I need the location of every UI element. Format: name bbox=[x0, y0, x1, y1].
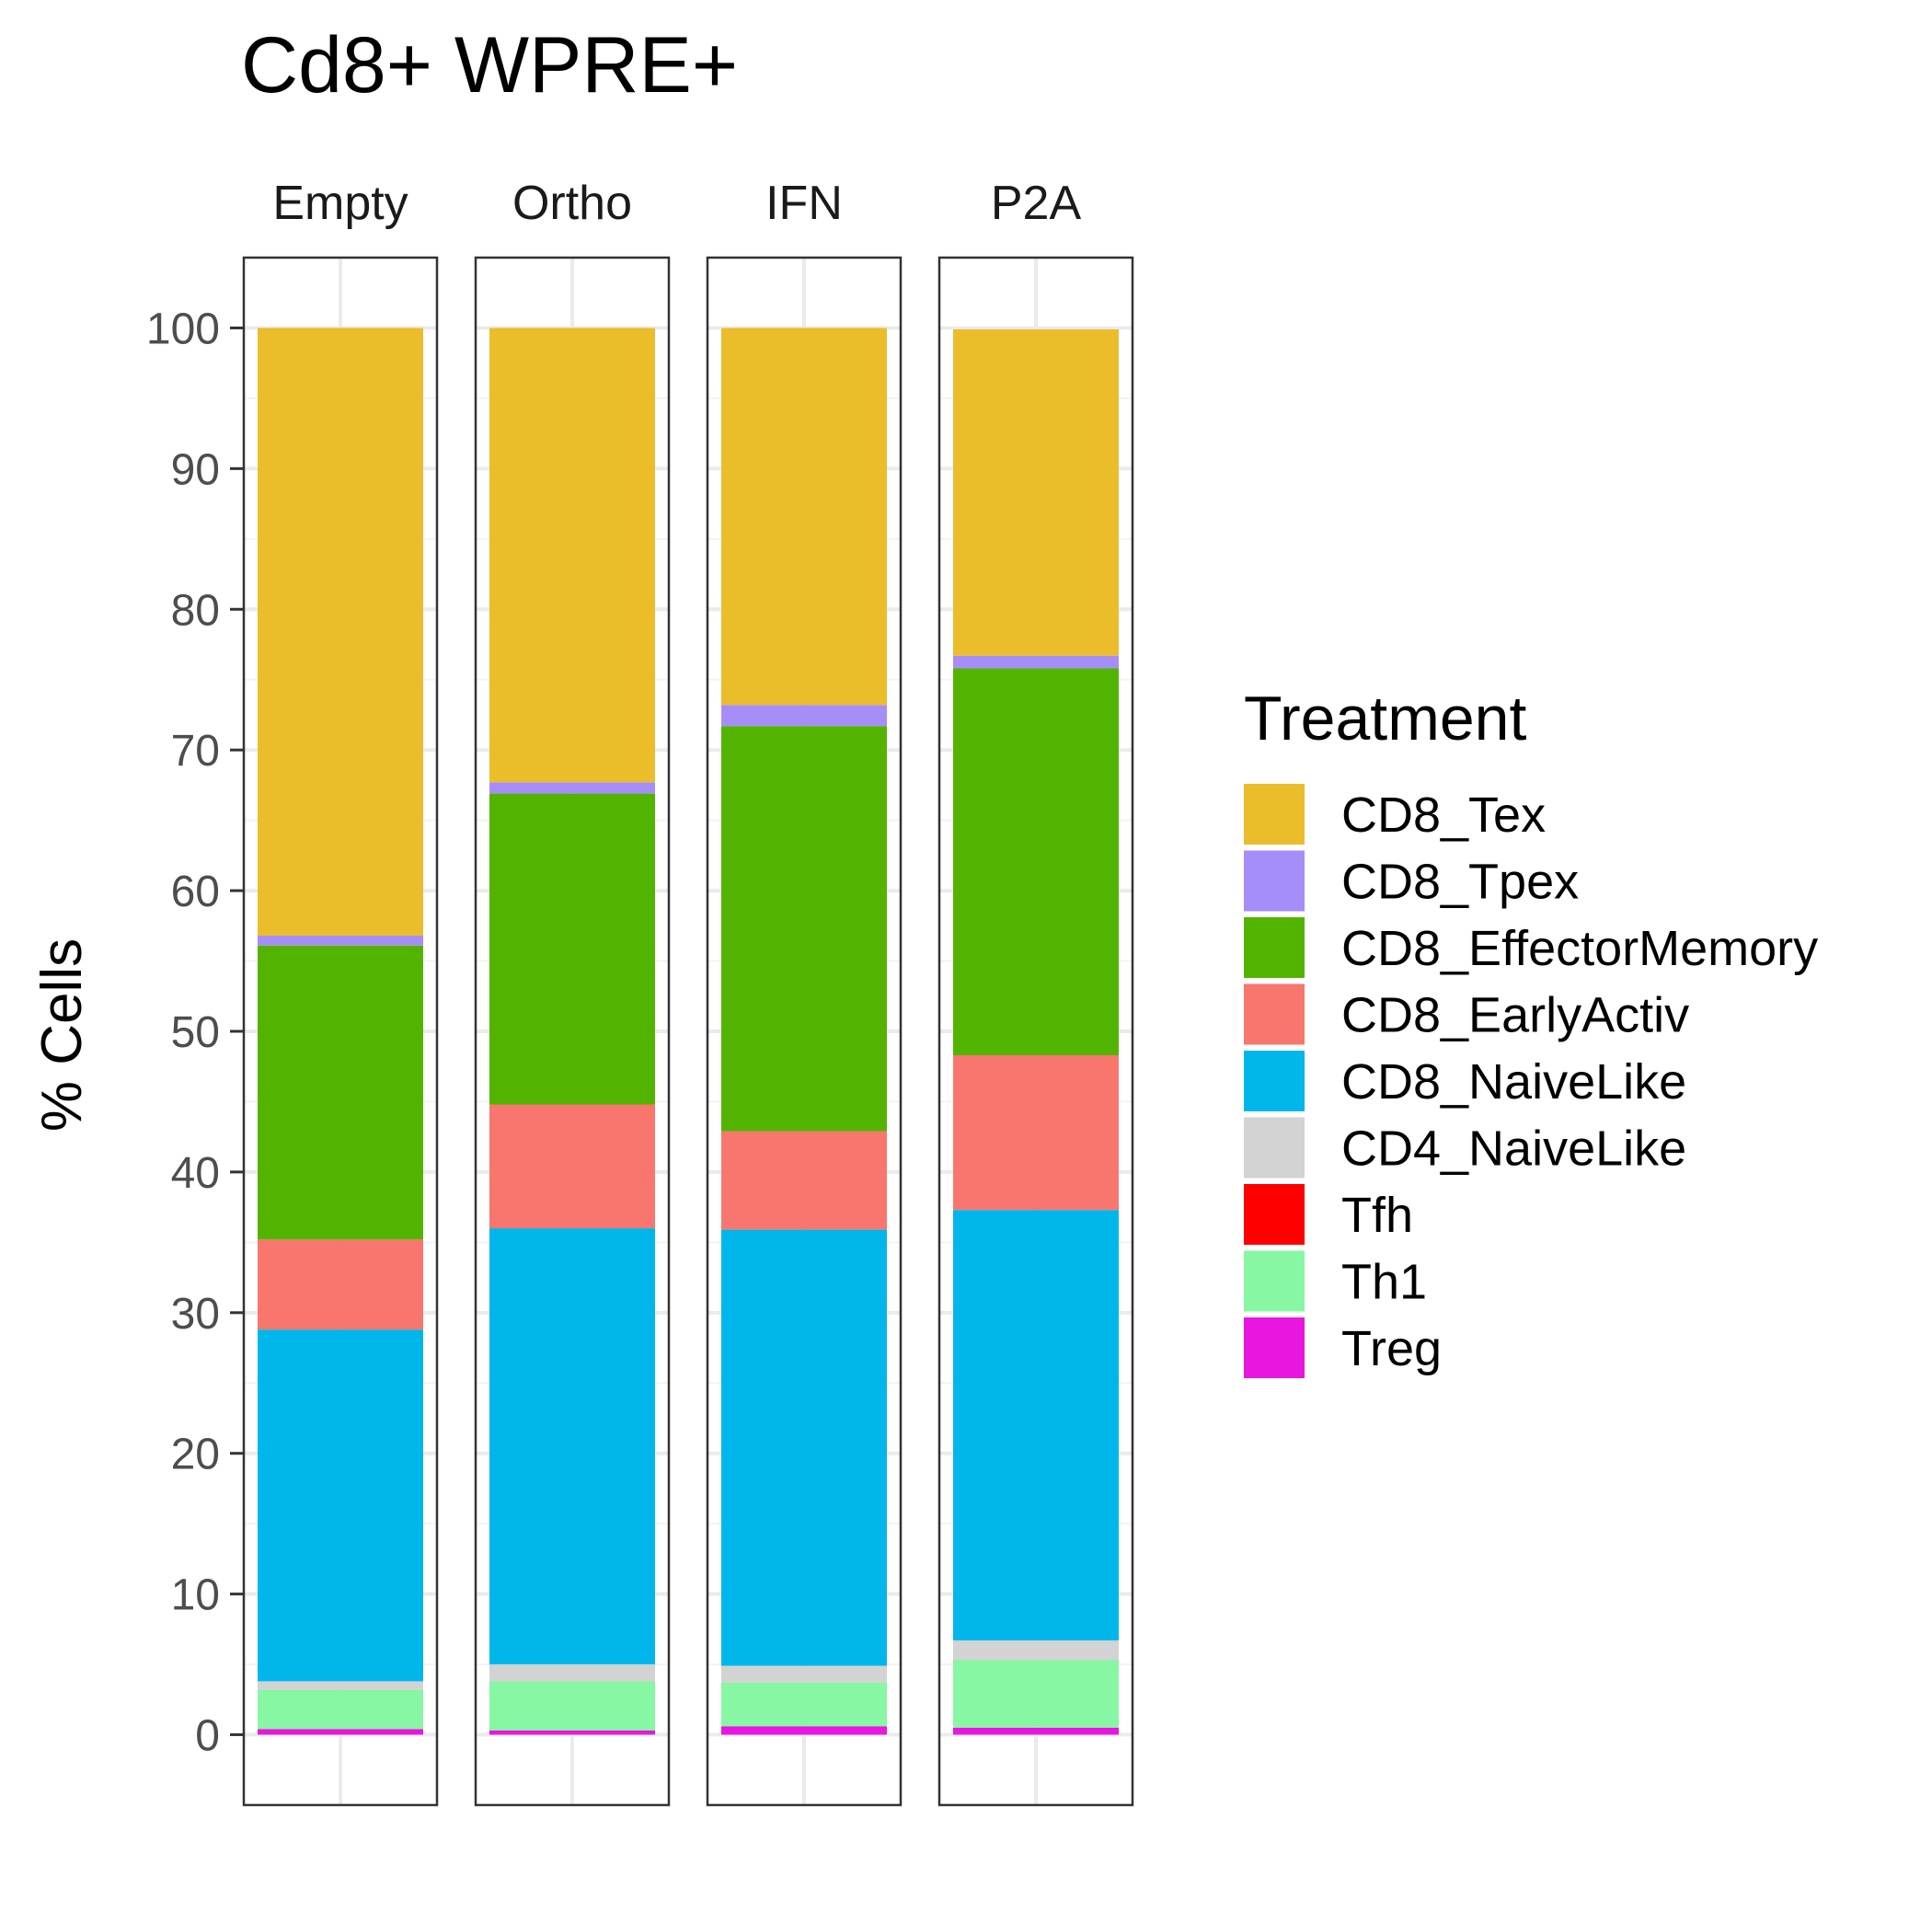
legend-item-cd8-naivelike: CD8_NaiveLike bbox=[1244, 1051, 1686, 1111]
legend-label: CD4_NaiveLike bbox=[1341, 1121, 1686, 1177]
bar-segment-empty-treg bbox=[258, 1729, 423, 1735]
bar-segment-empty-cd8-tex bbox=[258, 328, 423, 937]
facet-panels: Empty Ortho IFN P2A bbox=[242, 177, 1134, 1807]
legend-key bbox=[1244, 1184, 1305, 1245]
bar-segment-empty-cd8-effectormemory bbox=[258, 945, 423, 1240]
bar-segment-p2a-cd4-naivelike bbox=[953, 1640, 1119, 1661]
y-axis: 0 10 20 30 40 50 60 70 80 90 100 bbox=[146, 305, 244, 1761]
panel-border bbox=[706, 256, 903, 1807]
bar-segment-ortho-cd8-tpex bbox=[489, 782, 655, 794]
y-tick-label: 80 bbox=[171, 586, 220, 635]
facet-label-empty: Empty bbox=[272, 177, 408, 230]
legend-item-cd8-tpex: CD8_Tpex bbox=[1244, 850, 1579, 912]
legend-key bbox=[1244, 1051, 1305, 1111]
bar-segment-p2a-cd8-tex bbox=[953, 328, 1119, 656]
y-tick-label: 30 bbox=[171, 1290, 220, 1339]
facet-label-ortho: Ortho bbox=[512, 177, 632, 230]
legend: Treatment CD8_Tex CD8_Tpex CD8_EffectorMem… bbox=[1244, 684, 1818, 1378]
legend-label: Th1 bbox=[1341, 1255, 1427, 1310]
legend-item-cd8-effectormemory: CD8_EffectorMemory bbox=[1244, 917, 1818, 978]
y-tick-label: 100 bbox=[146, 305, 220, 353]
legend-label: CD8_NaiveLike bbox=[1341, 1054, 1686, 1110]
facet-panel-empty: Empty bbox=[242, 177, 439, 1807]
bar-segment-p2a-cd8-tpex bbox=[953, 655, 1119, 669]
panel-border bbox=[937, 256, 1134, 1807]
legend-item-cd8-tex: CD8_Tex bbox=[1244, 784, 1546, 845]
bar-segment-ifn-cd8-tex bbox=[721, 328, 887, 706]
y-tick-label: 50 bbox=[171, 1008, 220, 1057]
facet-panel-ortho: Ortho bbox=[474, 177, 671, 1807]
bar-segment-ortho-cd8-tex bbox=[489, 328, 655, 783]
panel-border bbox=[474, 256, 671, 1807]
bar-segment-p2a-th1 bbox=[953, 1660, 1119, 1728]
legend-item-treg: Treg bbox=[1244, 1317, 1442, 1378]
bar-segment-ifn-treg bbox=[721, 1726, 887, 1735]
bar-segment-p2a-cd8-earlyactiv bbox=[953, 1054, 1119, 1211]
bar-segment-ifn-cd8-effectormemory bbox=[721, 726, 887, 1132]
bar-segment-ifn-cd4-naivelike bbox=[721, 1665, 887, 1683]
legend-key bbox=[1244, 983, 1305, 1045]
legend-key bbox=[1244, 1250, 1305, 1312]
y-tick-label: 0 bbox=[195, 1712, 220, 1761]
legend-label: Tfh bbox=[1341, 1188, 1413, 1243]
bar-segment-ortho-th1 bbox=[489, 1681, 655, 1731]
bar-segment-empty-cd8-tpex bbox=[258, 936, 423, 946]
facet-panel-p2a: P2A bbox=[937, 177, 1134, 1807]
bar-segment-ifn-cd8-tpex bbox=[721, 705, 887, 727]
y-tick-label: 60 bbox=[171, 868, 220, 916]
bar-segment-empty-cd4-naivelike bbox=[258, 1681, 423, 1690]
legend-key bbox=[1244, 1117, 1305, 1179]
legend-item-cd4-naivelike: CD4_NaiveLike bbox=[1244, 1117, 1686, 1179]
bar-segment-empty-cd8-naivelike bbox=[258, 1329, 423, 1682]
bar-segment-ortho-cd8-naivelike bbox=[489, 1228, 655, 1665]
legend-key bbox=[1244, 850, 1305, 912]
facet-label-ifn: IFN bbox=[765, 177, 843, 230]
bar-segment-p2a-treg bbox=[953, 1727, 1119, 1735]
bar-segment-ortho-cd8-effectormemory bbox=[489, 793, 655, 1105]
bar-segment-p2a-cd8-naivelike bbox=[953, 1210, 1119, 1641]
y-tick-label: 10 bbox=[171, 1571, 220, 1620]
legend-item-th1: Th1 bbox=[1244, 1250, 1427, 1312]
bar-segment-ifn-th1 bbox=[721, 1682, 887, 1727]
legend-item-tfh: Tfh bbox=[1244, 1184, 1413, 1245]
y-tick-label: 70 bbox=[171, 727, 220, 776]
legend-label: CD8_Tex bbox=[1341, 788, 1546, 843]
bar-segment-ortho-cd8-earlyactiv bbox=[489, 1104, 655, 1229]
facet-panel-ifn: IFN bbox=[706, 177, 903, 1807]
chart-title: Cd8+ WPRE+ bbox=[241, 21, 738, 109]
legend-key bbox=[1244, 917, 1305, 978]
bar-segment-p2a-cd8-effectormemory bbox=[953, 668, 1119, 1055]
bar-segment-ifn-cd8-earlyactiv bbox=[721, 1131, 887, 1230]
legend-items: CD8_Tex CD8_Tpex CD8_EffectorMemory CD8_Ear… bbox=[1244, 784, 1818, 1378]
legend-label: CD8_EarlyActiv bbox=[1341, 988, 1689, 1043]
bar-segment-ortho-treg bbox=[489, 1730, 655, 1735]
y-axis-label: % Cells bbox=[30, 938, 94, 1132]
bar-segment-ortho-cd4-naivelike bbox=[489, 1664, 655, 1682]
bar-segment-empty-th1 bbox=[258, 1689, 423, 1730]
y-tick-label: 90 bbox=[171, 445, 220, 494]
bar-segment-ifn-cd8-naivelike bbox=[721, 1229, 887, 1666]
facet-label-p2a: P2A bbox=[991, 177, 1082, 230]
legend-title: Treatment bbox=[1244, 684, 1526, 753]
y-tick-label: 20 bbox=[171, 1431, 220, 1479]
y-tick-label: 40 bbox=[171, 1149, 220, 1198]
legend-item-cd8-earlyactiv: CD8_EarlyActiv bbox=[1244, 983, 1689, 1045]
legend-label: CD8_Tpex bbox=[1341, 855, 1579, 910]
legend-label: Treg bbox=[1341, 1321, 1442, 1376]
legend-key bbox=[1244, 784, 1305, 845]
legend-key bbox=[1244, 1317, 1305, 1378]
bar-segment-empty-cd8-earlyactiv bbox=[258, 1239, 423, 1330]
legend-label: CD8_EffectorMemory bbox=[1341, 921, 1818, 976]
